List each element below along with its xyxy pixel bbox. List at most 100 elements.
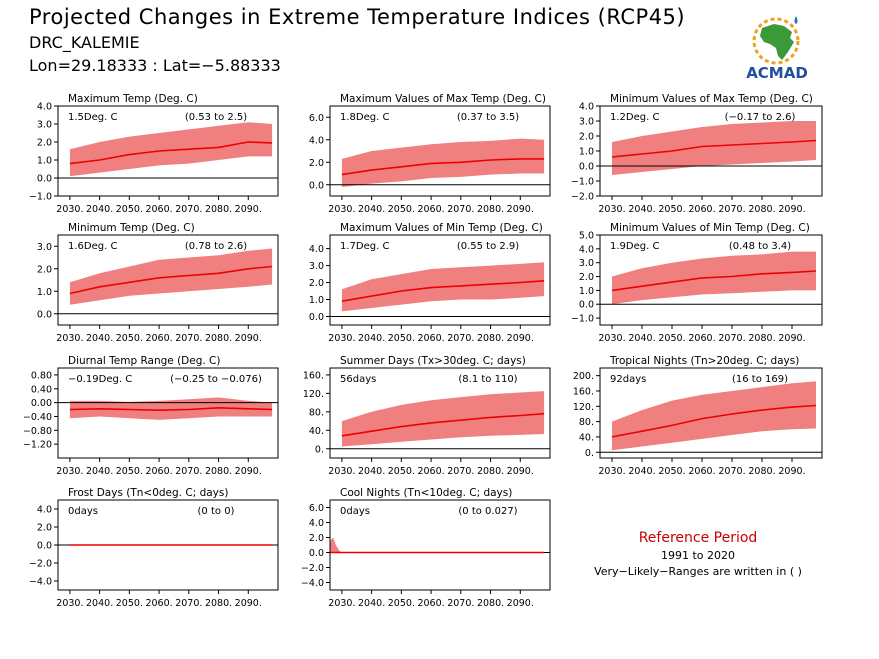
x-tick-label: 2050. (658, 466, 685, 477)
y-tick-label: 1.0 (37, 287, 52, 298)
change-label: 1.8Deg. C (340, 112, 389, 123)
x-tick-label: 2070. (447, 598, 474, 609)
x-tick-label: 2080. (477, 466, 504, 477)
logo-text: ACMAD (746, 64, 808, 82)
reference-note: Very−Likely−Ranges are written in ( ) (594, 565, 802, 578)
y-tick-label: 0. (315, 444, 324, 455)
y-tick-label: 0.0 (309, 312, 324, 323)
median-line (341, 412, 545, 437)
chart-panel-11: −4.0 −2.0 0.0 2.0 4.0 6.0 2030. 2040. 2050. 2060.… (301, 487, 551, 609)
median-line (69, 406, 273, 412)
chart-panel-10: −4.0 −2.0 0.0 2.0 4.0 2030. 2040. 2050. 2060. 207… (29, 487, 279, 609)
x-tick-label: 2090. (507, 333, 534, 344)
change-label: 0days (340, 506, 370, 517)
y-tick-label: 120. (573, 402, 594, 413)
x-tick-label: 2090. (507, 204, 534, 215)
x-tick-label: 2040. (358, 598, 385, 609)
y-tick-label: −4.0 (29, 577, 52, 588)
y-tick-label: 80. (309, 407, 324, 418)
range-label: (0 to 0.027) (458, 506, 517, 517)
x-tick-label: 2030. (56, 598, 83, 609)
range-label: (16 to 169) (732, 374, 788, 385)
x-tick-label: 2030. (598, 466, 625, 477)
y-tick-label: 0.0 (37, 541, 52, 552)
y-tick-label: 4.0 (309, 518, 324, 529)
x-tick-label: 2030. (328, 466, 355, 477)
y-tick-label: 1.0 (579, 286, 594, 297)
y-tick-label: 2.0 (309, 278, 324, 289)
plot-frame (599, 234, 823, 326)
x-tick-label: 2080. (205, 466, 232, 477)
x-tick-label: 2080. (477, 333, 504, 344)
x-tick-label: 2030. (328, 598, 355, 609)
change-label: 0days (68, 506, 98, 517)
x-tick-label: 2090. (778, 204, 805, 215)
range-band (612, 381, 816, 451)
change-label: 1.5Deg. C (68, 112, 117, 123)
y-tick-label: 2.0 (37, 264, 52, 275)
x-tick-label: 2070. (447, 466, 474, 477)
x-tick-label: 2050. (388, 598, 415, 609)
x-tick-label: 2060. (688, 204, 715, 215)
y-tick-label: 5.0 (579, 231, 594, 242)
y-tick-label: 0.0 (309, 548, 324, 559)
panel-title: Maximum Temp (Deg. C) (68, 93, 198, 105)
x-tick-label: 2040. (86, 598, 113, 609)
chart-panel-9: 0. 40. 80. 120. 160. 200. 2030. 2040. 2050. 2060.… (573, 355, 823, 477)
x-tick-label: 2090. (778, 466, 805, 477)
y-tick-label: 0.0 (579, 300, 594, 311)
africa-map-icon (752, 16, 800, 65)
x-tick-label: 2040. (86, 466, 113, 477)
x-tick-label: 2070. (175, 204, 202, 215)
x-tick-label: 2070. (718, 204, 745, 215)
range-band (330, 537, 545, 553)
panel-title: Cool Nights (Tn<10deg. C; days) (340, 487, 512, 499)
x-tick-label: 2090. (235, 466, 262, 477)
median-line (341, 280, 545, 302)
plot-frame (329, 499, 551, 591)
change-label: −0.19Deg. C (68, 374, 132, 385)
x-tick-label: 2080. (748, 333, 775, 344)
chart-panel-4: 0.0 1.0 2.0 3.0 2030. 2040. 2050. 2060. 2070. 208… (37, 222, 279, 344)
x-tick-label: 2050. (116, 333, 143, 344)
y-tick-label: 0.80 (31, 370, 52, 381)
acmad-logo: ACMAD (746, 16, 808, 82)
y-tick-label: 0.0 (37, 309, 52, 320)
panel-title: Maximum Values of Max Temp (Deg. C) (340, 93, 546, 105)
chart-panel-8: 0. 40. 80. 120. 160. 2030. 2040. 2050. 2060. 2070… (303, 355, 551, 477)
x-tick-label: 2060. (417, 466, 444, 477)
panel-title: Minimum Values of Max Temp (Deg. C) (610, 93, 813, 105)
x-tick-label: 2070. (718, 333, 745, 344)
panel-title: Summer Days (Tx>30deg. C; days) (340, 355, 526, 367)
x-tick-label: 2070. (718, 466, 745, 477)
chart-panel-5: 0.0 1.0 2.0 3.0 4.0 2030. 2040. 2050. 2060. 2070.… (309, 222, 551, 344)
x-tick-label: 2080. (205, 204, 232, 215)
x-tick-label: 2060. (688, 466, 715, 477)
y-tick-label: 3.0 (37, 120, 52, 131)
location-label: DRC_KALEMIE (29, 33, 140, 52)
x-tick-label: 2040. (358, 333, 385, 344)
x-tick-label: 2030. (56, 466, 83, 477)
x-tick-label: 2050. (658, 333, 685, 344)
reference-years: 1991 to 2020 (660, 549, 736, 562)
y-tick-label: 3.0 (37, 242, 52, 253)
y-tick-label: −0.40 (23, 412, 52, 423)
x-tick-label: 2080. (477, 598, 504, 609)
plot-frame (57, 234, 279, 326)
y-tick-label: 3.0 (309, 261, 324, 272)
y-tick-label: 160. (303, 370, 324, 381)
x-tick-label: 2070. (175, 333, 202, 344)
x-tick-label: 2050. (388, 204, 415, 215)
y-tick-label: 2.0 (37, 138, 52, 149)
y-tick-label: 2.0 (579, 132, 594, 143)
chart-panel-7: −1.20 −0.80 −0.40 0.00 0.40 0.80 2030. 2040. 205… (23, 355, 279, 477)
x-tick-label: 2050. (658, 204, 685, 215)
x-tick-label: 2090. (235, 333, 262, 344)
x-tick-label: 2030. (598, 333, 625, 344)
x-tick-label: 2090. (235, 598, 262, 609)
y-tick-label: 6.0 (309, 113, 324, 124)
x-tick-label: 2040. (628, 466, 655, 477)
y-tick-label: 40. (309, 426, 324, 437)
plot-frame (57, 105, 279, 197)
